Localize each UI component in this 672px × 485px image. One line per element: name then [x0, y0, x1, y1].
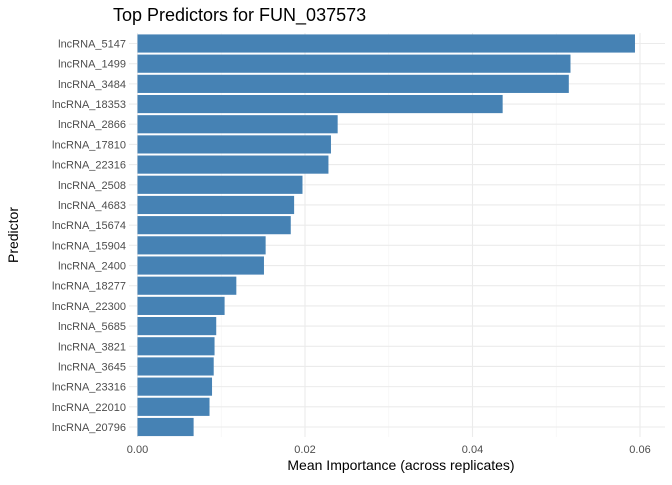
x-tick-labels: 0.00 0.02 0.04 0.06 — [127, 444, 651, 456]
bars — [137, 34, 635, 437]
y-tick-label: lncRNA_18353 — [52, 99, 126, 111]
bar-lncrna-18277 — [137, 276, 237, 295]
x-tick-label: 0.06 — [629, 444, 650, 456]
y-tick-label: lncRNA_22316 — [52, 160, 126, 172]
bar-lncrna-18353 — [137, 94, 503, 114]
bar-lncrna-3484 — [137, 74, 569, 93]
x-axis-title: Mean Importance (across replicates) — [287, 457, 514, 473]
bar-lncrna-15904 — [137, 236, 266, 255]
y-tick-label: lncRNA_3484 — [58, 79, 126, 91]
x-tick-label: 0.00 — [127, 444, 148, 456]
x-tick-label: 0.04 — [462, 444, 483, 456]
bar-lncrna-22316 — [137, 155, 329, 174]
y-tick-label: lncRNA_22300 — [52, 301, 126, 313]
bar-lncrna-15674 — [137, 216, 291, 235]
y-tick-label: lncRNA_23316 — [52, 382, 126, 394]
bar-lncrna-2400 — [137, 256, 264, 275]
y-tick-label: lncRNA_5685 — [58, 321, 126, 333]
y-tick-label: lncRNA_17810 — [52, 139, 126, 151]
bar-lncrna-3821 — [137, 337, 215, 356]
y-tick-label: lncRNA_3821 — [58, 341, 126, 353]
bar-lncrna-2508 — [137, 175, 303, 194]
bar-lncrna-20796 — [137, 417, 194, 437]
y-tick-label: lncRNA_22010 — [52, 402, 126, 414]
y-tick-label: lncRNA_3645 — [58, 361, 126, 373]
y-tick-label: lncRNA_2400 — [58, 261, 126, 273]
y-tick-label: lncRNA_5147 — [58, 39, 126, 51]
y-tick-label: lncRNA_15904 — [52, 240, 126, 252]
chart-title: Top Predictors for FUN_037573 — [113, 5, 366, 26]
bar-lncrna-4683 — [137, 195, 295, 215]
y-tick-label: lncRNA_18277 — [52, 281, 126, 293]
y-tick-label: lncRNA_1499 — [58, 59, 126, 71]
bar-lncrna-5685 — [137, 316, 217, 336]
bar-lncrna-2866 — [137, 115, 338, 134]
bar-lncrna-23316 — [137, 377, 213, 396]
y-tick-label: lncRNA_2508 — [58, 180, 126, 192]
bar-lncrna-5147 — [137, 34, 635, 53]
y-tick-label: lncRNA_20796 — [52, 422, 126, 434]
x-tick-label: 0.02 — [294, 444, 315, 456]
y-tick-labels: lncRNA_5147 lncRNA_1499 lncRNA_3484 lncRNA_… — [52, 39, 126, 435]
bar-lncrna-22010 — [137, 397, 210, 416]
bar-lncrna-22300 — [137, 296, 225, 315]
bar-lncrna-1499 — [137, 54, 571, 73]
y-tick-label: lncRNA_2866 — [58, 119, 126, 131]
y-tick-label: lncRNA_4683 — [58, 200, 126, 212]
bar-lncrna-3645 — [137, 357, 214, 376]
grid-lines — [129, 33, 665, 437]
y-tick-label: lncRNA_15674 — [52, 220, 126, 232]
bar-lncrna-17810 — [137, 135, 331, 154]
y-axis-title: Predictor — [5, 207, 21, 263]
